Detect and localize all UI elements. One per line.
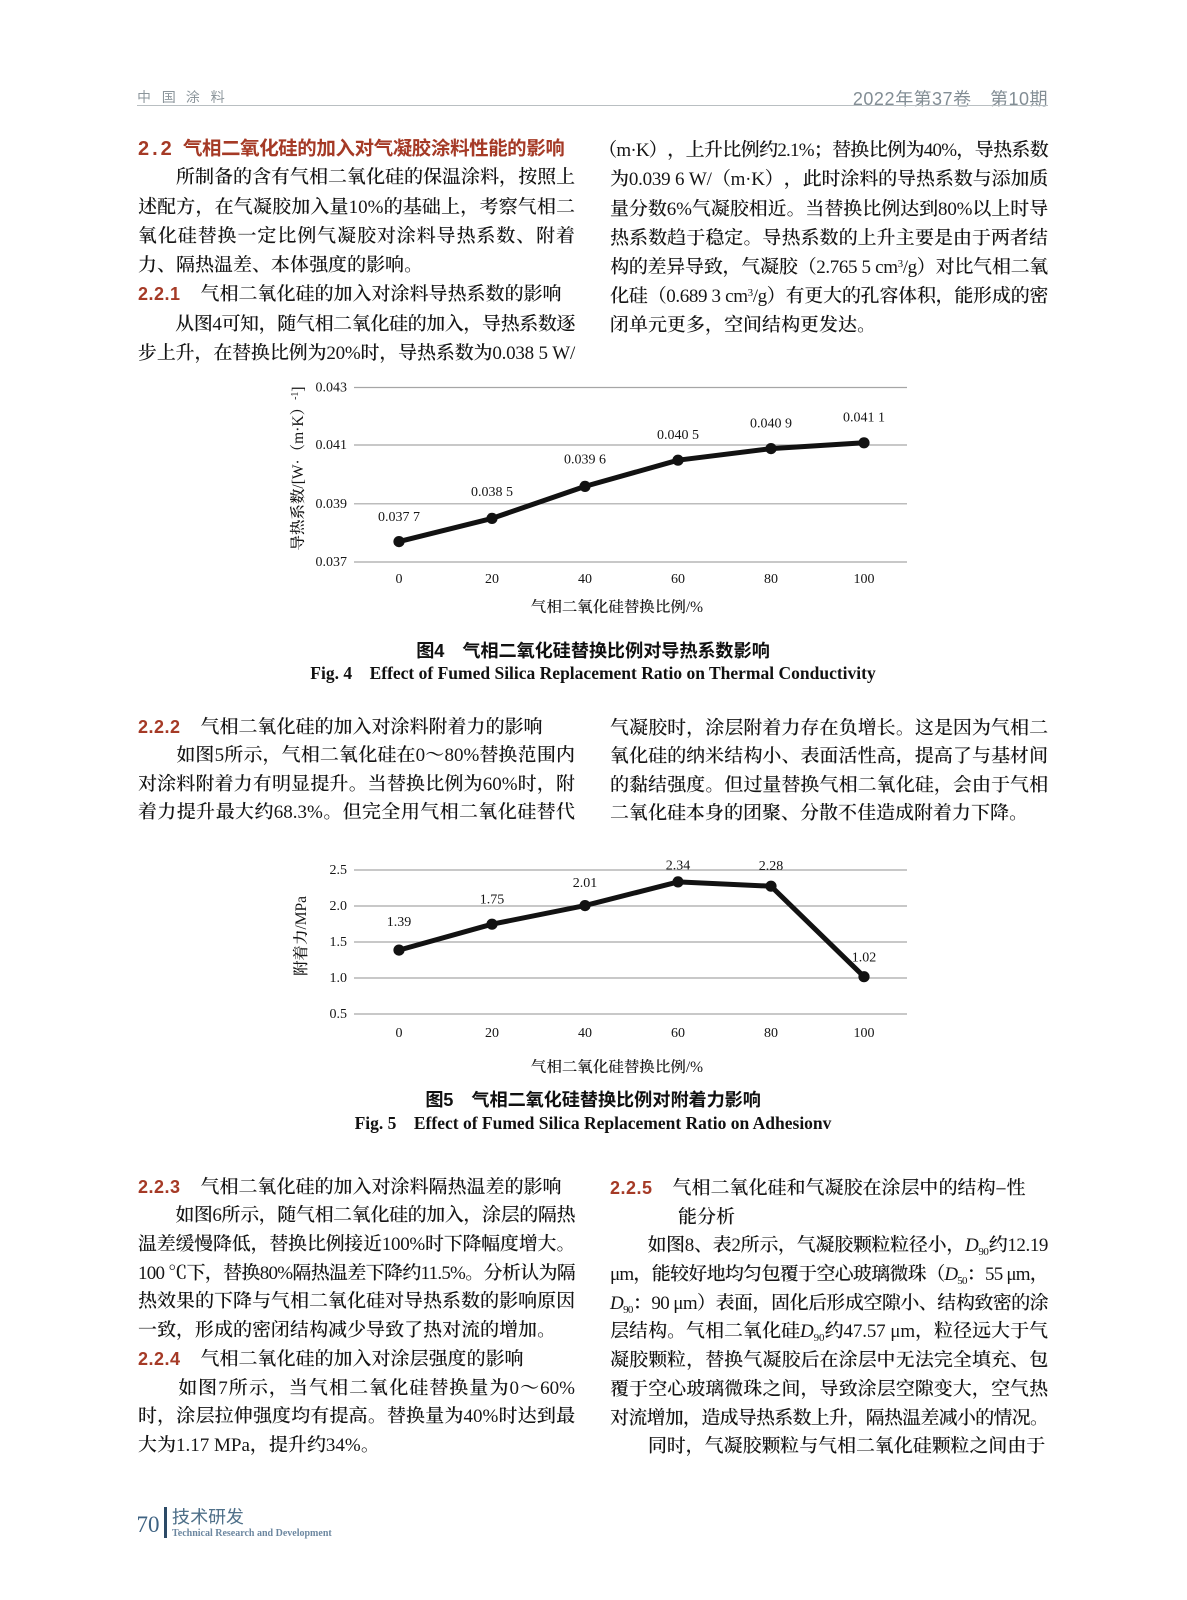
- svg-text:0.038 5: 0.038 5: [471, 485, 513, 500]
- svg-text:2.01: 2.01: [573, 876, 598, 891]
- svg-text:0.039: 0.039: [316, 497, 348, 512]
- svg-text:0.040 5: 0.040 5: [657, 428, 699, 443]
- svg-text:1.75: 1.75: [480, 893, 505, 908]
- svg-text:1.0: 1.0: [330, 971, 348, 986]
- svg-text:0: 0: [396, 572, 403, 587]
- svg-text:气相二氧化硅替换比例/%: 气相二氧化硅替换比例/%: [531, 595, 703, 617]
- svg-text:0.039 6: 0.039 6: [564, 453, 606, 468]
- svg-text:0.037: 0.037: [316, 555, 348, 570]
- svg-text:2.34: 2.34: [666, 859, 691, 874]
- svg-text:0: 0: [396, 1026, 403, 1041]
- svg-text:80: 80: [764, 1026, 778, 1041]
- svg-text:气相二氧化硅替换比例/%: 气相二氧化硅替换比例/%: [531, 1055, 703, 1077]
- svg-text:40: 40: [578, 1026, 592, 1041]
- svg-text:100: 100: [854, 1026, 875, 1041]
- svg-text:1.5: 1.5: [330, 935, 348, 950]
- svg-text:80: 80: [764, 572, 778, 587]
- svg-text:导热系数/[W·（m·K）-1]: 导热系数/[W·（m·K）-1]: [286, 386, 308, 550]
- svg-text:附着力/MPa: 附着力/MPa: [289, 896, 311, 976]
- svg-text:0.037 7: 0.037 7: [378, 510, 420, 525]
- svg-text:60: 60: [671, 1026, 685, 1041]
- svg-text:100: 100: [854, 572, 875, 587]
- svg-text:2.28: 2.28: [759, 859, 784, 874]
- svg-text:2.5: 2.5: [330, 863, 348, 878]
- svg-text:60: 60: [671, 572, 685, 587]
- svg-text:20: 20: [485, 1026, 499, 1041]
- svg-text:1.02: 1.02: [852, 951, 877, 966]
- svg-text:0.5: 0.5: [330, 1007, 348, 1022]
- svg-text:2.0: 2.0: [330, 899, 348, 914]
- svg-text:0.040 9: 0.040 9: [750, 416, 792, 431]
- svg-text:0.043: 0.043: [316, 381, 348, 396]
- svg-text:0.041: 0.041: [316, 438, 348, 453]
- svg-text:20: 20: [485, 572, 499, 587]
- svg-text:0.041 1: 0.041 1: [843, 411, 885, 426]
- svg-text:40: 40: [578, 572, 592, 587]
- svg-text:1.39: 1.39: [387, 915, 412, 930]
